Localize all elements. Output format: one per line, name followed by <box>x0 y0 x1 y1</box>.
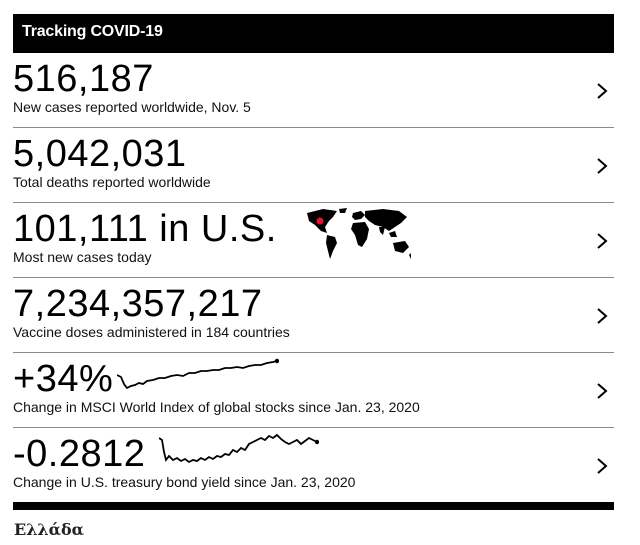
treasury-sparkline <box>159 433 319 464</box>
new-cases-caption: New cases reported worldwide, Nov. 5 <box>13 99 251 115</box>
vaccine-doses-value: 7,234,357,217 <box>13 283 263 325</box>
msci-change-value: +34% <box>13 358 114 400</box>
row-treasury-yield[interactable]: -0.2812 Change in U.S. treasury bond yie… <box>13 428 614 502</box>
chevron-right-icon[interactable] <box>596 456 608 476</box>
language-link[interactable]: Ελλάδα <box>14 520 84 539</box>
treasury-change-value: -0.2812 <box>13 433 146 475</box>
world-map-icon <box>307 208 411 259</box>
chevron-right-icon[interactable] <box>596 306 608 326</box>
widget-title: Tracking COVID-19 <box>22 23 163 40</box>
us-cases-caption: Most new cases today <box>13 249 152 265</box>
row-new-cases[interactable]: 516,187 New cases reported worldwide, No… <box>13 53 614 128</box>
row-vaccine-doses[interactable]: 7,234,357,217 Vaccine doses administered… <box>13 278 614 353</box>
treasury-caption: Change in U.S. treasury bond yield since… <box>13 474 356 490</box>
chevron-right-icon[interactable] <box>596 381 608 401</box>
vaccine-doses-caption: Vaccine doses administered in 184 countr… <box>13 324 290 340</box>
chevron-right-icon[interactable] <box>596 81 608 101</box>
total-deaths-value: 5,042,031 <box>13 133 187 175</box>
widget-bottom-bar <box>13 502 614 510</box>
chevron-right-icon[interactable] <box>596 156 608 176</box>
msci-sparkline <box>117 358 279 390</box>
row-total-deaths[interactable]: 5,042,031 Total deaths reported worldwid… <box>13 128 614 203</box>
chevron-right-icon[interactable] <box>596 231 608 251</box>
row-msci-stocks[interactable]: +34% Change in MSCI World Index of globa… <box>13 353 614 428</box>
total-deaths-caption: Total deaths reported worldwide <box>13 174 211 190</box>
row-us-cases[interactable]: 101,111 in U.S. Most new cases t <box>13 203 614 278</box>
msci-caption: Change in MSCI World Index of global sto… <box>13 399 420 415</box>
widget-header: Tracking COVID-19 <box>13 14 614 53</box>
new-cases-value: 516,187 <box>13 58 154 100</box>
covid-tracker-widget: Tracking COVID-19 516,187 New cases repo… <box>13 14 614 502</box>
us-cases-value: 101,111 in U.S. <box>13 208 277 250</box>
